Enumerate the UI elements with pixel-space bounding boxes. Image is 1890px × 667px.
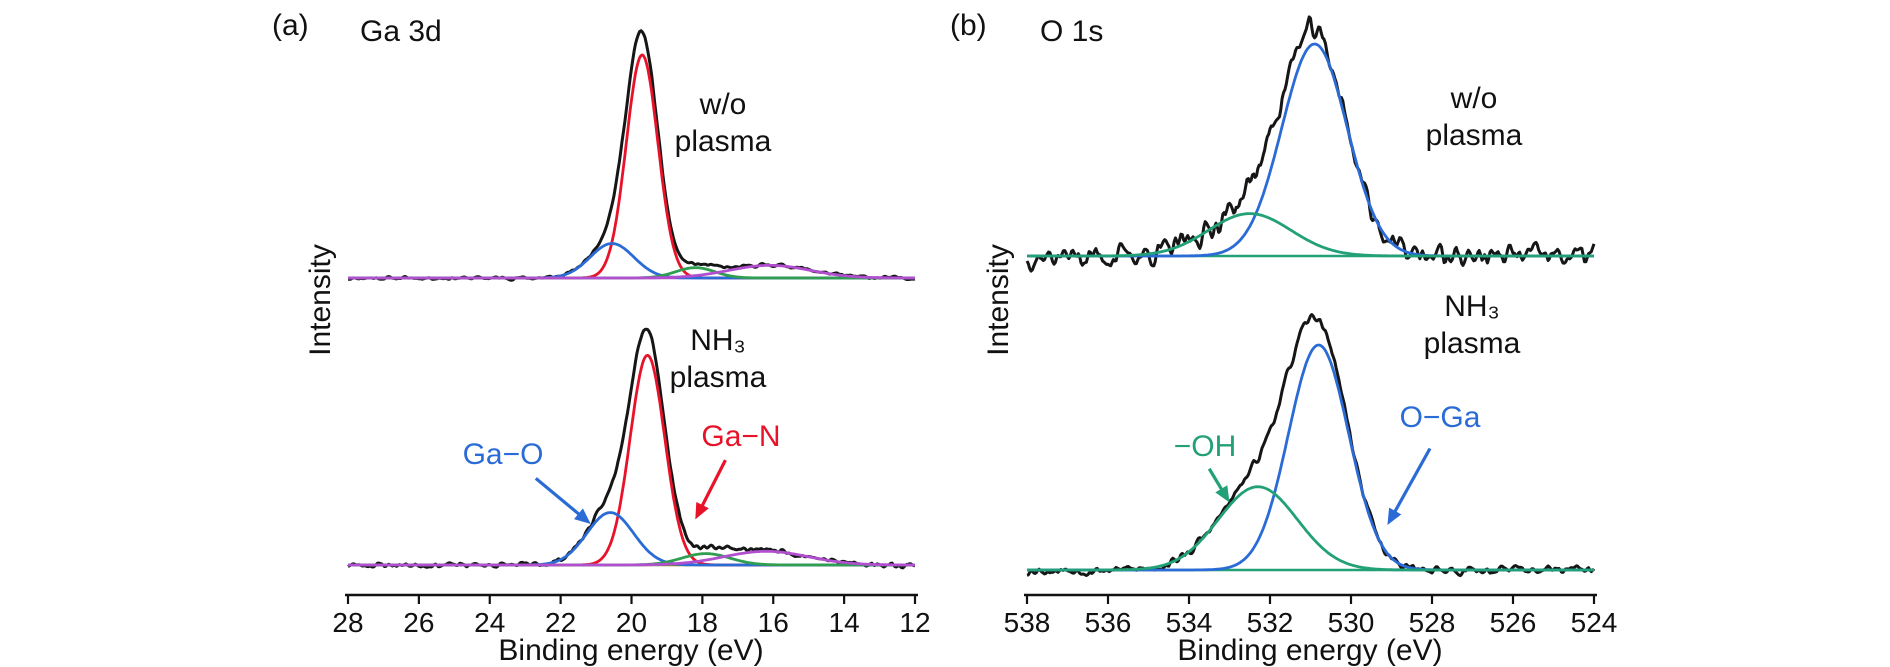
- svg-text:528: 528: [1409, 607, 1456, 638]
- svg-text:526: 526: [1490, 607, 1537, 638]
- svg-text:18: 18: [687, 607, 718, 638]
- svg-text:22: 22: [545, 607, 576, 638]
- spectrum-label-wo-plasma-a: w/o plasma: [674, 88, 772, 159]
- annotation-ga-o: Ga−O: [462, 438, 544, 471]
- svg-text:14: 14: [829, 607, 860, 638]
- svg-text:12: 12: [899, 607, 930, 638]
- x-axis-label-b: Binding energy (eV): [1177, 634, 1443, 667]
- spectrum-label-nh3-plasma-b: NH₃ plasma: [1423, 290, 1521, 361]
- annotation-o-ga: O−Ga: [1399, 401, 1481, 434]
- panel-a-title: Ga 3d: [360, 15, 442, 48]
- svg-text:524: 524: [1571, 607, 1618, 638]
- svg-text:20: 20: [616, 607, 647, 638]
- spectrum-label-wo-plasma-b: w/o plasma: [1425, 82, 1523, 153]
- svg-text:532: 532: [1247, 607, 1294, 638]
- svg-text:16: 16: [758, 607, 789, 638]
- panel-b-letter: (b): [950, 9, 987, 42]
- svg-text:534: 534: [1166, 607, 1213, 638]
- svg-text:538: 538: [1004, 607, 1051, 638]
- svg-text:28: 28: [332, 607, 363, 638]
- svg-text:530: 530: [1328, 607, 1375, 638]
- y-axis-label-b: Intensity: [982, 244, 1015, 356]
- panel-b-title: O 1s: [1040, 15, 1104, 48]
- svg-text:536: 536: [1085, 607, 1132, 638]
- annotation-ga-n: Ga−N: [701, 420, 781, 453]
- x-axis-label-a: Binding energy (eV): [498, 634, 764, 667]
- svg-text:26: 26: [403, 607, 434, 638]
- spectrum-label-nh3-plasma-a: NH₃ plasma: [669, 324, 767, 395]
- panel-a-letter: (a): [272, 9, 309, 42]
- y-axis-label-a: Intensity: [304, 244, 337, 356]
- svg-text:24: 24: [474, 607, 505, 638]
- annotation-oh: −OH: [1173, 430, 1237, 463]
